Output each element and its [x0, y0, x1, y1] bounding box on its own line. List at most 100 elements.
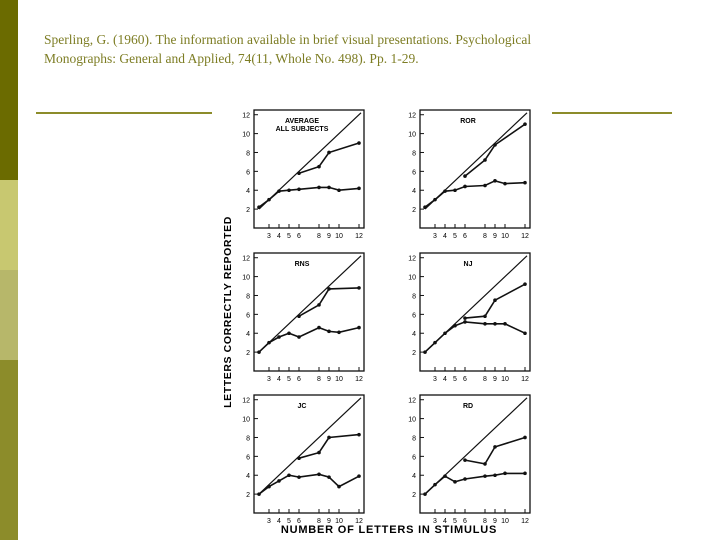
data-point: [297, 475, 301, 479]
data-point: [267, 197, 271, 202]
sidebar-block-2: [0, 180, 18, 270]
x-tick-label: 10: [335, 376, 343, 383]
data-point: [453, 188, 457, 193]
y-tick-label: 6: [246, 454, 250, 461]
series-1-line: [424, 321, 526, 353]
x-tick-label: 8: [483, 518, 487, 525]
data-point: [337, 330, 341, 335]
x-tick-label: 10: [501, 518, 509, 525]
x-axis-label: NUMBER OF LETTERS IN STIMULUS: [281, 524, 497, 536]
data-point: [493, 445, 497, 449]
y-tick-label: 12: [242, 256, 250, 263]
data-point: [277, 335, 281, 339]
data-point: [297, 187, 301, 192]
data-point: [463, 184, 467, 189]
citation-text: Sperling, G. (1960). The information ava…: [44, 30, 684, 68]
data-point: [523, 435, 527, 440]
data-point: [337, 188, 341, 193]
y-tick-label: 10: [408, 275, 416, 282]
data-point: [357, 325, 361, 330]
data-point: [493, 473, 497, 478]
subplot-title: ALL SUBJECTS: [276, 126, 329, 133]
y-tick-label: 6: [246, 312, 250, 319]
data-point: [503, 181, 507, 186]
series-1-line: [424, 179, 526, 208]
y-tick-label: 2: [412, 350, 416, 357]
series-1-line: [424, 472, 525, 495]
y-tick-label: 12: [408, 113, 416, 120]
x-tick-label: 4: [277, 233, 281, 240]
data-point: [327, 287, 331, 291]
x-tick-label: 5: [453, 233, 457, 240]
x-tick-label: 6: [297, 376, 301, 383]
x-tick-label: 3: [267, 518, 271, 525]
y-tick-label: 10: [408, 417, 416, 424]
data-point: [523, 331, 527, 336]
data-point: [297, 456, 301, 461]
x-tick-label: 3: [267, 376, 271, 383]
y-tick-label: 2: [412, 207, 416, 214]
x-tick-label: 5: [287, 233, 291, 240]
data-point: [317, 450, 321, 455]
data-point: [443, 189, 447, 193]
data-point: [493, 298, 497, 303]
y-tick-label: 6: [412, 312, 416, 319]
data-point: [483, 314, 487, 319]
data-point: [483, 322, 487, 326]
data-point: [463, 316, 467, 320]
citation-line-1: Sperling, G. (1960). The information ava…: [44, 32, 532, 47]
y-tick-label: 4: [412, 331, 416, 338]
x-tick-label: 12: [521, 233, 529, 240]
x-tick-label: 6: [463, 376, 467, 383]
subplot-title: NJ: [464, 261, 473, 268]
data-point: [423, 205, 427, 210]
data-point: [257, 492, 261, 496]
sidebar-block-3: [0, 270, 18, 360]
data-point: [267, 340, 271, 345]
data-point: [317, 185, 321, 190]
plot-frame: [419, 394, 531, 514]
data-point: [493, 322, 497, 326]
y-tick-label: 10: [242, 275, 250, 282]
x-tick-label: 4: [443, 376, 447, 383]
x-tick-label: 9: [327, 376, 331, 383]
sidebar-block-4: [0, 360, 18, 540]
data-point: [267, 484, 271, 489]
y-tick-label: 2: [246, 350, 250, 357]
data-point: [357, 141, 361, 145]
x-tick-label: 12: [521, 518, 529, 525]
data-point: [287, 473, 291, 478]
x-tick-label: 12: [355, 518, 363, 525]
x-tick-label: 8: [317, 233, 321, 240]
data-point: [357, 286, 361, 290]
series-1-line: [258, 473, 360, 495]
y-tick-label: 12: [408, 256, 416, 263]
y-tick-label: 6: [412, 169, 416, 176]
data-point: [483, 462, 487, 466]
y-tick-label: 8: [412, 293, 416, 300]
data-point: [433, 482, 437, 487]
diagonal-line: [258, 255, 362, 353]
data-point: [357, 474, 361, 478]
x-tick-label: 10: [501, 376, 509, 383]
x-tick-label: 6: [463, 518, 467, 525]
data-point: [433, 340, 437, 345]
y-axis-label: LETTERS CORRECTLY REPORTED: [222, 216, 234, 408]
data-point: [503, 322, 507, 326]
x-tick-label: 3: [433, 376, 437, 383]
y-tick-label: 8: [246, 293, 250, 300]
x-tick-label: 12: [521, 376, 529, 383]
data-point: [463, 458, 467, 462]
data-point: [483, 158, 487, 162]
data-point: [357, 432, 361, 437]
x-tick-label: 12: [355, 233, 363, 240]
series-1-line: [258, 326, 360, 353]
subplot-title: JC: [298, 403, 307, 410]
data-point: [257, 350, 261, 354]
x-tick-label: 5: [453, 376, 457, 383]
subplot-title: AVERAGE: [285, 118, 319, 125]
